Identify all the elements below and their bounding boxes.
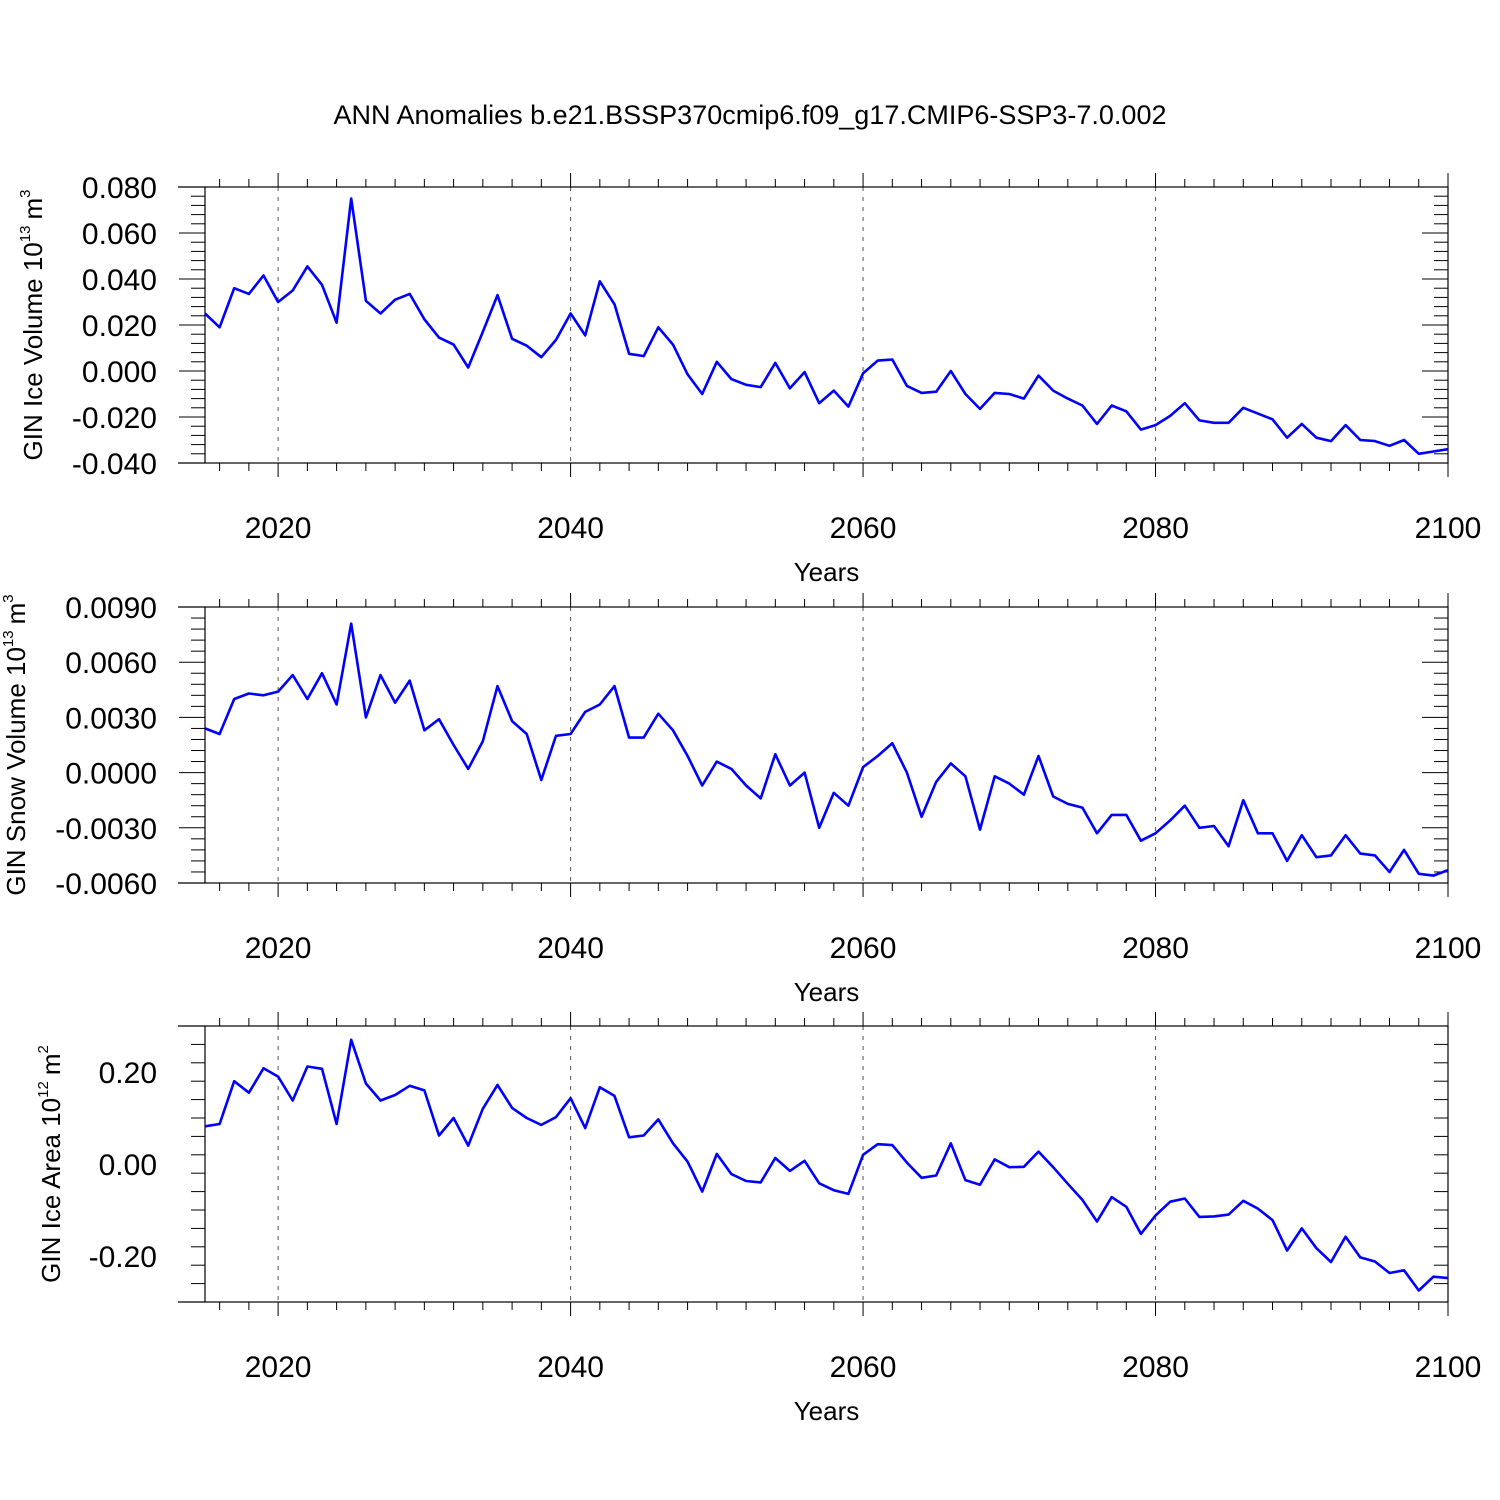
ice-volume-ylabel-unit: m — [18, 198, 48, 220]
snow-volume-ylabel-unit: m — [1, 603, 31, 625]
ice-volume-panel: 2020 2040 2060 2080 2100 Years -0.040 -0.020 0.0… — [17, 172, 1481, 587]
ice-volume-ylabel-exponent: 13 — [17, 226, 34, 243]
ice-area-ytick-label: 0.00 — [99, 1149, 157, 1182]
snow-volume-ytick-label: 0.0060 — [65, 647, 157, 680]
ice-area-ylabel-unit: m — [36, 1054, 66, 1076]
ice-area-xtick-label: 2060 — [830, 1351, 897, 1384]
ice-volume-y-axis-label: GIN Ice Volume 1013 m3 — [17, 190, 48, 461]
ice-area-ytick-label: 0.20 — [99, 1057, 157, 1090]
ice-area-xtick-label: 2020 — [245, 1351, 312, 1384]
ice-volume-ytick-label: -0.040 — [72, 448, 157, 481]
ice-volume-ytick-label: 0.000 — [82, 356, 157, 389]
snow-volume-xtick-label: 2060 — [830, 932, 897, 965]
snow-volume-xtick-label: 2020 — [245, 932, 312, 965]
ice-volume-ytick-label: 0.080 — [82, 172, 157, 205]
snow-volume-xtick-label: 2100 — [1415, 932, 1482, 965]
ice-volume-xtick-label: 2060 — [830, 512, 897, 545]
snow-volume-series-line-0 — [204, 622, 1449, 877]
ice-volume-x-axis-label: Years — [794, 557, 860, 587]
snow-volume-xtick-label: 2080 — [1122, 932, 1189, 965]
ice-volume-ytick-label: 0.020 — [82, 310, 157, 343]
ice-area-series-line-0 — [204, 1038, 1449, 1292]
ice-volume-xtick-label: 2020 — [245, 512, 312, 545]
ice-area-x-axis-label: Years — [794, 1396, 860, 1426]
snow-volume-xtick-label: 2040 — [537, 932, 604, 965]
snow-volume-ytick-label: -0.0030 — [55, 813, 157, 846]
ice-volume-series-line-0 — [204, 197, 1449, 456]
ice-area-y-axis-label: GIN Ice Area 1012 m2 — [35, 1045, 66, 1283]
snow-volume-panel: 2020 2040 2060 2080 2100 Years -0.0060 -0.0030 0… — [0, 592, 1481, 1007]
ice-area-ylabel-main: GIN Ice Area 10 — [36, 1098, 66, 1283]
ice-area-ytick-label: -0.20 — [89, 1241, 157, 1274]
ice-area-ylabel-exponent: 12 — [35, 1081, 52, 1098]
snow-volume-ylabel-main: GIN Snow Volume 10 — [1, 647, 31, 896]
ice-area-xtick-label: 2040 — [537, 1351, 604, 1384]
ice-area-plot-frame — [204, 1025, 1449, 1303]
snow-volume-ytick-label: 0.0000 — [65, 758, 157, 791]
ice-volume-ylabel-unit-exponent: 3 — [17, 190, 34, 198]
ice-volume-xtick-label: 2100 — [1415, 512, 1482, 545]
ice-volume-ytick-label: -0.020 — [72, 402, 157, 435]
snow-volume-y-axis-label: GIN Snow Volume 1013 m3 — [0, 594, 31, 895]
ice-volume-ytick-label: 0.040 — [82, 264, 157, 297]
snow-volume-ylabel-unit-exponent: 3 — [0, 594, 17, 602]
ice-area-panel: 2020 2040 2060 2080 2100 Years -0.20 0.00 0.20 GI… — [35, 1012, 1481, 1426]
snow-volume-plot-frame — [204, 606, 1449, 884]
chart-title: ANN Anomalies b.e21.BSSP370cmip6.f09_g17… — [334, 100, 1167, 130]
snow-volume-ytick-label: 0.0090 — [65, 592, 157, 625]
snow-volume-x-axis-label: Years — [794, 977, 860, 1007]
snow-volume-ytick-label: 0.0030 — [65, 702, 157, 735]
ice-volume-ytick-label: 0.060 — [82, 218, 157, 251]
ice-area-xtick-label: 2080 — [1122, 1351, 1189, 1384]
ice-volume-ylabel-main: GIN Ice Volume 10 — [18, 242, 48, 460]
ice-volume-xtick-label: 2080 — [1122, 512, 1189, 545]
ice-area-ylabel-unit-exponent: 2 — [35, 1045, 52, 1053]
ice-area-xtick-label: 2100 — [1415, 1351, 1482, 1384]
snow-volume-ytick-label: -0.0060 — [55, 868, 157, 901]
ice-volume-xtick-label: 2040 — [537, 512, 604, 545]
snow-volume-ylabel-exponent: 13 — [0, 630, 17, 647]
